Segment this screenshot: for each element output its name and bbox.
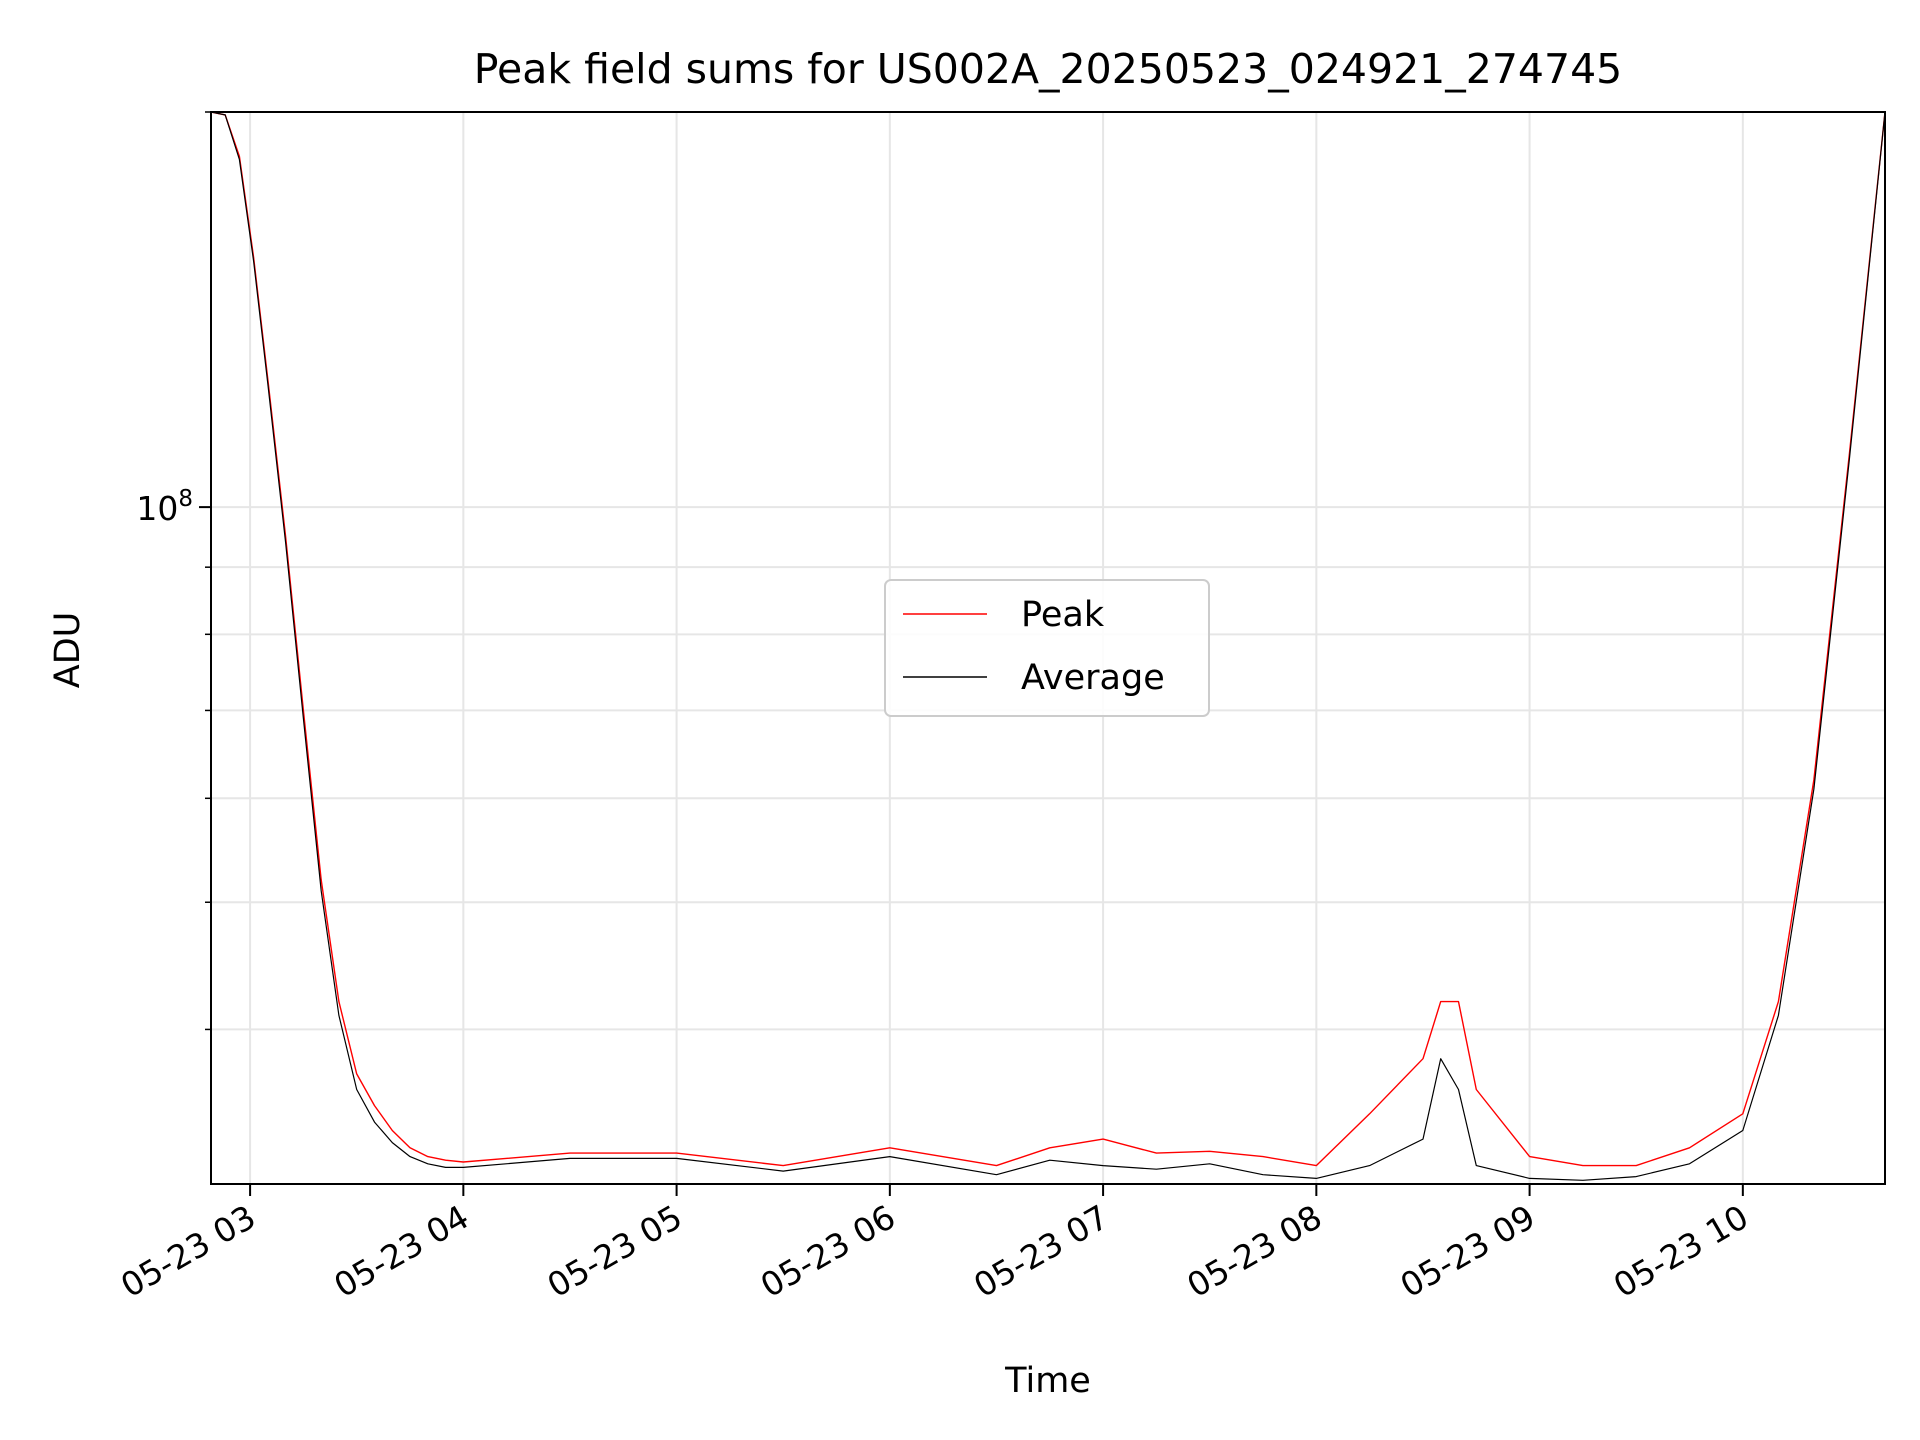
series-average-line <box>211 112 1885 1181</box>
plot-lines <box>211 112 1885 1181</box>
y-tick-label: 108 <box>136 486 193 528</box>
x-axis-label: Time <box>1004 1361 1091 1401</box>
legend-average-label: Average <box>1021 658 1165 698</box>
plot-frame <box>210 111 1886 1185</box>
legend-peak-label: Peak <box>1021 595 1105 635</box>
series-peak-line <box>211 112 1885 1167</box>
y-axis-label: ADU <box>48 612 88 689</box>
legend: Peak Average <box>884 579 1210 717</box>
chart-title: Peak field sums for US002A_20250523_0249… <box>474 45 1623 93</box>
